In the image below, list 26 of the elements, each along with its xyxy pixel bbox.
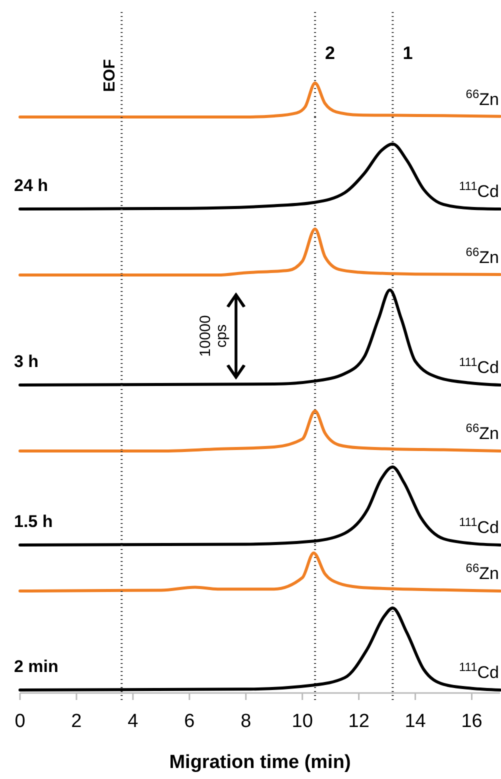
x-tick-label: 8 (240, 711, 252, 732)
x-tick-label: 16 (461, 711, 482, 732)
text: 3 h (14, 352, 39, 371)
annotation: 2 (325, 43, 336, 63)
text: 24 h (14, 176, 48, 195)
x-tick-label: 12 (348, 711, 370, 732)
series-label: $^{111}$Cd (459, 355, 499, 377)
x-tick-label: 2 (71, 711, 82, 732)
ref-line-label: EOF (102, 58, 119, 92)
annotation: 1 (402, 43, 413, 63)
x-tick-label: 10 (292, 711, 313, 732)
series-label: $^{66}$Zn (466, 561, 499, 583)
x-tick-label: 6 (184, 711, 195, 732)
series-label: $^{66}$Zn (466, 245, 499, 267)
series-label: $^{66}$Zn (466, 421, 499, 443)
series-label: $^{111}$Cd (459, 515, 499, 537)
series-label: $^{66}$Zn (466, 87, 499, 109)
series-label: $^{111}$Cd (459, 660, 499, 682)
x-tick-label: 0 (14, 711, 26, 732)
annotation: 10000 cps (197, 315, 230, 357)
text: 1.5 h (14, 512, 53, 531)
series-label: $^{111}$Cd (459, 179, 499, 201)
text: 2 min (14, 657, 58, 676)
x-tick-label: 4 (128, 711, 139, 732)
x-axis-title: Migration time (min) (169, 752, 351, 773)
x-tick-label: 14 (404, 711, 426, 732)
